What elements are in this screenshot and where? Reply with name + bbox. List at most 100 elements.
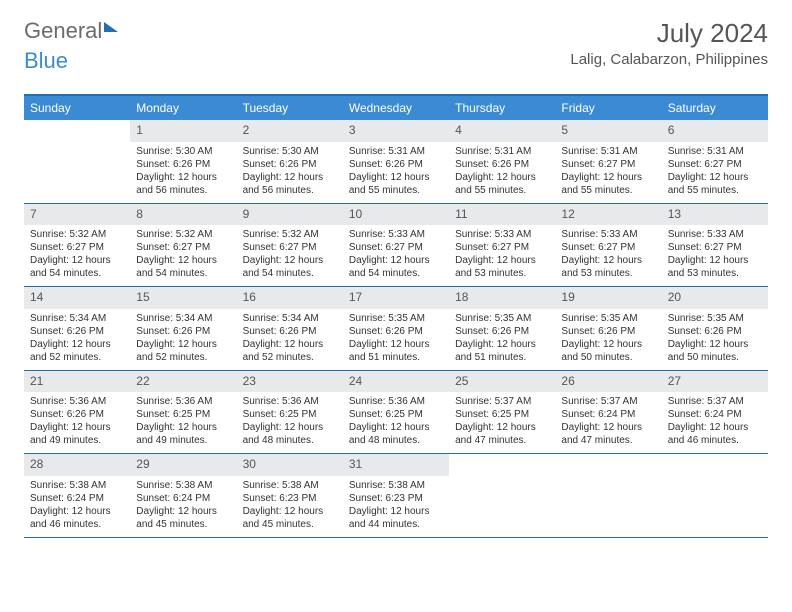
calendar-cell: 10Sunrise: 5:33 AMSunset: 6:27 PMDayligh… <box>343 204 449 287</box>
sunrise-text: Sunrise: 5:32 AM <box>136 228 230 241</box>
calendar-cell <box>555 454 661 537</box>
day-body: Sunrise: 5:34 AMSunset: 6:26 PMDaylight:… <box>237 309 343 370</box>
daylight-text: Daylight: 12 hours and 55 minutes. <box>349 171 443 197</box>
day-body: Sunrise: 5:35 AMSunset: 6:26 PMDaylight:… <box>343 309 449 370</box>
sunset-text: Sunset: 6:24 PM <box>668 408 762 421</box>
sunrise-text: Sunrise: 5:33 AM <box>668 228 762 241</box>
sunrise-text: Sunrise: 5:38 AM <box>243 479 337 492</box>
day-number: 25 <box>449 371 555 393</box>
day-number: 19 <box>555 287 661 309</box>
daylight-text: Daylight: 12 hours and 56 minutes. <box>136 171 230 197</box>
sunset-text: Sunset: 6:25 PM <box>455 408 549 421</box>
calendar-cell: 13Sunrise: 5:33 AMSunset: 6:27 PMDayligh… <box>662 204 768 287</box>
day-body: Sunrise: 5:34 AMSunset: 6:26 PMDaylight:… <box>130 309 236 370</box>
sunrise-text: Sunrise: 5:36 AM <box>30 395 124 408</box>
calendar-cell: 29Sunrise: 5:38 AMSunset: 6:24 PMDayligh… <box>130 454 236 537</box>
calendar-cell: 12Sunrise: 5:33 AMSunset: 6:27 PMDayligh… <box>555 204 661 287</box>
day-number: 6 <box>662 120 768 142</box>
day-body: Sunrise: 5:31 AMSunset: 6:27 PMDaylight:… <box>662 142 768 203</box>
sunset-text: Sunset: 6:25 PM <box>136 408 230 421</box>
daylight-text: Daylight: 12 hours and 50 minutes. <box>561 338 655 364</box>
daylight-text: Daylight: 12 hours and 54 minutes. <box>30 254 124 280</box>
sunset-text: Sunset: 6:27 PM <box>243 241 337 254</box>
sunset-text: Sunset: 6:26 PM <box>30 408 124 421</box>
calendar: Sunday Monday Tuesday Wednesday Thursday… <box>24 94 768 538</box>
week-row: 21Sunrise: 5:36 AMSunset: 6:26 PMDayligh… <box>24 371 768 455</box>
day-number: 15 <box>130 287 236 309</box>
daylight-text: Daylight: 12 hours and 49 minutes. <box>136 421 230 447</box>
sunrise-text: Sunrise: 5:31 AM <box>349 145 443 158</box>
day-body: Sunrise: 5:36 AMSunset: 6:26 PMDaylight:… <box>24 392 130 453</box>
calendar-cell: 8Sunrise: 5:32 AMSunset: 6:27 PMDaylight… <box>130 204 236 287</box>
day-body: Sunrise: 5:34 AMSunset: 6:26 PMDaylight:… <box>24 309 130 370</box>
sunset-text: Sunset: 6:25 PM <box>243 408 337 421</box>
day-number: 29 <box>130 454 236 476</box>
daylight-text: Daylight: 12 hours and 51 minutes. <box>455 338 549 364</box>
day-number: 2 <box>237 120 343 142</box>
day-number: 10 <box>343 204 449 226</box>
day-body: Sunrise: 5:38 AMSunset: 6:23 PMDaylight:… <box>343 476 449 537</box>
daylight-text: Daylight: 12 hours and 45 minutes. <box>136 505 230 531</box>
daylight-text: Daylight: 12 hours and 45 minutes. <box>243 505 337 531</box>
dow-saturday: Saturday <box>662 96 768 120</box>
day-body: Sunrise: 5:33 AMSunset: 6:27 PMDaylight:… <box>555 225 661 286</box>
daylight-text: Daylight: 12 hours and 55 minutes. <box>455 171 549 197</box>
day-body: Sunrise: 5:31 AMSunset: 6:26 PMDaylight:… <box>449 142 555 203</box>
daylight-text: Daylight: 12 hours and 49 minutes. <box>30 421 124 447</box>
daylight-text: Daylight: 12 hours and 46 minutes. <box>668 421 762 447</box>
sunset-text: Sunset: 6:24 PM <box>561 408 655 421</box>
sunset-text: Sunset: 6:26 PM <box>455 325 549 338</box>
dow-tuesday: Tuesday <box>237 96 343 120</box>
sunset-text: Sunset: 6:23 PM <box>349 492 443 505</box>
sunset-text: Sunset: 6:26 PM <box>30 325 124 338</box>
day-number: 12 <box>555 204 661 226</box>
day-number <box>662 454 768 474</box>
calendar-cell: 9Sunrise: 5:32 AMSunset: 6:27 PMDaylight… <box>237 204 343 287</box>
calendar-cell: 2Sunrise: 5:30 AMSunset: 6:26 PMDaylight… <box>237 120 343 203</box>
day-number <box>555 454 661 474</box>
daylight-text: Daylight: 12 hours and 55 minutes. <box>561 171 655 197</box>
day-number: 23 <box>237 371 343 393</box>
daylight-text: Daylight: 12 hours and 53 minutes. <box>561 254 655 280</box>
calendar-cell: 23Sunrise: 5:36 AMSunset: 6:25 PMDayligh… <box>237 371 343 454</box>
day-body: Sunrise: 5:33 AMSunset: 6:27 PMDaylight:… <box>449 225 555 286</box>
sunset-text: Sunset: 6:27 PM <box>349 241 443 254</box>
day-number: 24 <box>343 371 449 393</box>
day-number: 22 <box>130 371 236 393</box>
sunset-text: Sunset: 6:27 PM <box>455 241 549 254</box>
dow-monday: Monday <box>130 96 236 120</box>
day-number: 11 <box>449 204 555 226</box>
day-number: 9 <box>237 204 343 226</box>
sunrise-text: Sunrise: 5:30 AM <box>136 145 230 158</box>
daylight-text: Daylight: 12 hours and 54 minutes. <box>243 254 337 280</box>
day-body: Sunrise: 5:33 AMSunset: 6:27 PMDaylight:… <box>343 225 449 286</box>
sunrise-text: Sunrise: 5:36 AM <box>243 395 337 408</box>
sunset-text: Sunset: 6:24 PM <box>30 492 124 505</box>
day-number: 5 <box>555 120 661 142</box>
calendar-cell: 25Sunrise: 5:37 AMSunset: 6:25 PMDayligh… <box>449 371 555 454</box>
day-number: 8 <box>130 204 236 226</box>
dow-friday: Friday <box>555 96 661 120</box>
day-body: Sunrise: 5:36 AMSunset: 6:25 PMDaylight:… <box>130 392 236 453</box>
dow-thursday: Thursday <box>449 96 555 120</box>
sunrise-text: Sunrise: 5:33 AM <box>561 228 655 241</box>
day-number <box>449 454 555 474</box>
calendar-cell: 21Sunrise: 5:36 AMSunset: 6:26 PMDayligh… <box>24 371 130 454</box>
sunset-text: Sunset: 6:27 PM <box>668 241 762 254</box>
sunrise-text: Sunrise: 5:31 AM <box>561 145 655 158</box>
dow-sunday: Sunday <box>24 96 130 120</box>
sunrise-text: Sunrise: 5:38 AM <box>349 479 443 492</box>
calendar-cell: 7Sunrise: 5:32 AMSunset: 6:27 PMDaylight… <box>24 204 130 287</box>
daylight-text: Daylight: 12 hours and 53 minutes. <box>668 254 762 280</box>
day-body: Sunrise: 5:30 AMSunset: 6:26 PMDaylight:… <box>130 142 236 203</box>
sunrise-text: Sunrise: 5:35 AM <box>455 312 549 325</box>
sunrise-text: Sunrise: 5:38 AM <box>136 479 230 492</box>
day-number: 4 <box>449 120 555 142</box>
daylight-text: Daylight: 12 hours and 54 minutes. <box>349 254 443 280</box>
sunrise-text: Sunrise: 5:30 AM <box>243 145 337 158</box>
daylight-text: Daylight: 12 hours and 51 minutes. <box>349 338 443 364</box>
calendar-cell: 30Sunrise: 5:38 AMSunset: 6:23 PMDayligh… <box>237 454 343 537</box>
dow-wednesday: Wednesday <box>343 96 449 120</box>
week-row: 7Sunrise: 5:32 AMSunset: 6:27 PMDaylight… <box>24 204 768 288</box>
day-body: Sunrise: 5:31 AMSunset: 6:26 PMDaylight:… <box>343 142 449 203</box>
